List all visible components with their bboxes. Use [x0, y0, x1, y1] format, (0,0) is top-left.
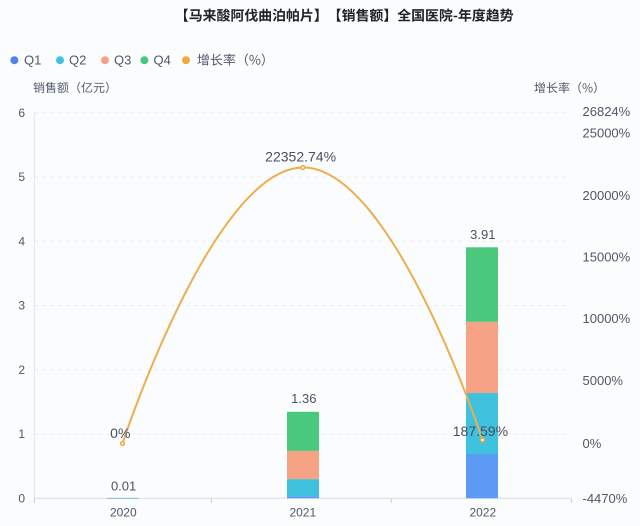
svg-text:0%: 0% — [110, 425, 130, 441]
svg-text:187.59%: 187.59% — [453, 423, 508, 439]
svg-text:0: 0 — [18, 491, 25, 505]
svg-text:Q1: Q1 — [24, 53, 41, 68]
svg-text:2020: 2020 — [110, 506, 137, 520]
svg-text:1: 1 — [18, 427, 25, 441]
svg-text:6: 6 — [18, 106, 25, 120]
svg-text:Q3: Q3 — [114, 53, 131, 68]
svg-text:20000%: 20000% — [583, 188, 631, 203]
svg-text:0%: 0% — [583, 436, 602, 451]
svg-text:1.36: 1.36 — [291, 391, 316, 406]
svg-text:-4470%: -4470% — [583, 491, 628, 506]
svg-text:Q4: Q4 — [154, 53, 171, 68]
svg-text:Q2: Q2 — [69, 53, 86, 68]
svg-text:26824%: 26824% — [583, 104, 631, 119]
svg-text:4: 4 — [18, 234, 25, 248]
svg-text:5: 5 — [18, 170, 25, 184]
svg-text:25000%: 25000% — [583, 125, 631, 140]
svg-text:3.91: 3.91 — [470, 227, 495, 242]
svg-text:5000%: 5000% — [583, 373, 624, 388]
svg-text:2021: 2021 — [289, 506, 316, 520]
svg-text:15000%: 15000% — [583, 250, 631, 265]
svg-text:22352.74%: 22352.74% — [265, 149, 336, 165]
svg-text:3: 3 — [18, 299, 25, 313]
svg-text:0.01: 0.01 — [111, 479, 136, 494]
svg-text:2: 2 — [18, 363, 25, 377]
svg-text:2022: 2022 — [469, 506, 496, 520]
svg-text:10000%: 10000% — [583, 311, 631, 326]
